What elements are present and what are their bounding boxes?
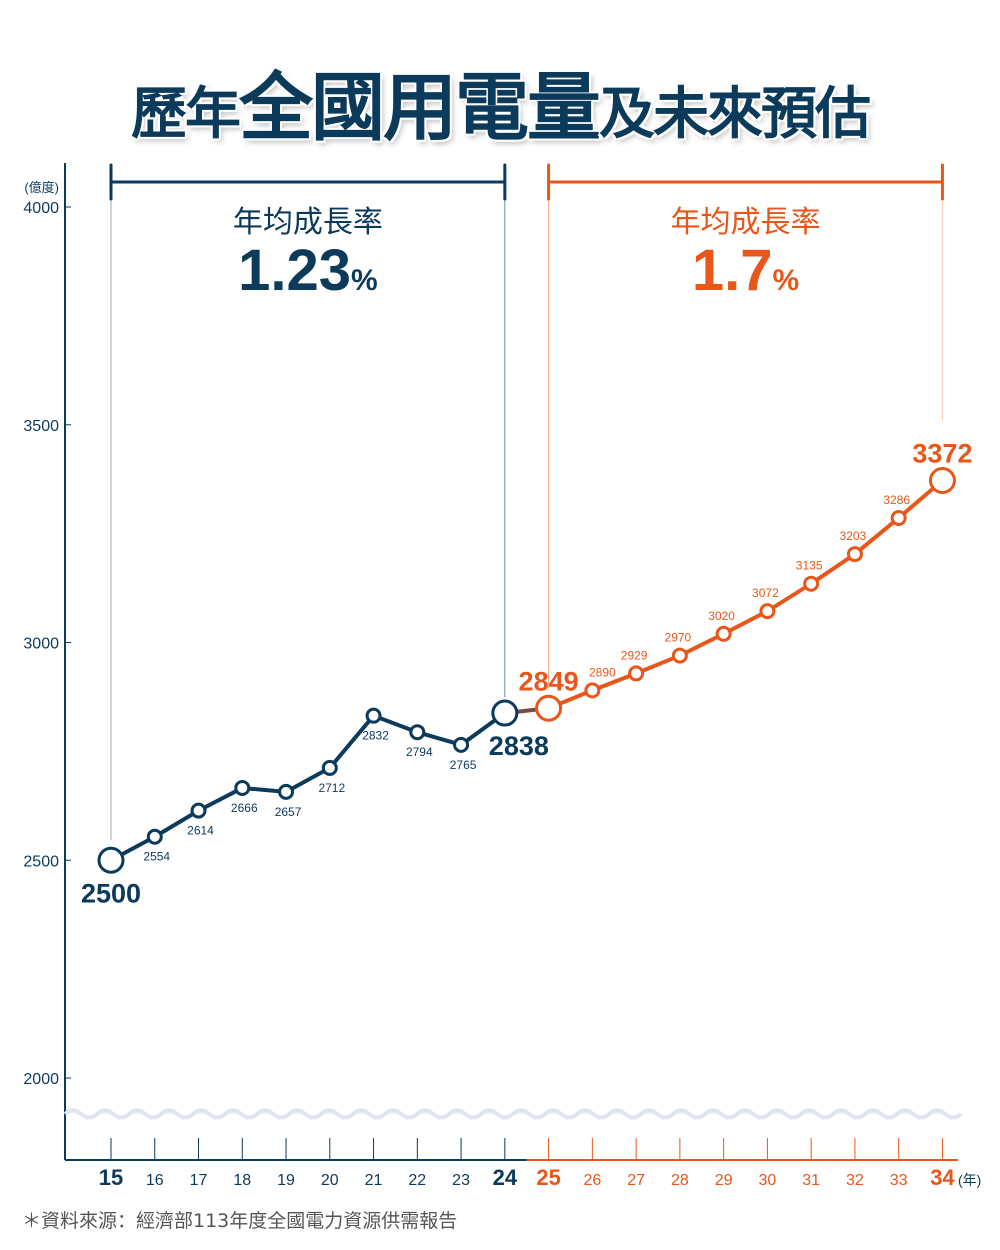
forecast-data-label: 3372: [912, 438, 972, 468]
forecast-rate-value: 1.7%: [692, 238, 799, 303]
historical-data-label: 2794: [406, 745, 433, 759]
historical-data-label: 2712: [318, 781, 345, 795]
historical-data-label: 2765: [450, 758, 477, 772]
forecast-data-label: 3020: [708, 609, 735, 623]
x-tick-label: 22: [408, 1172, 426, 1189]
forecast-data-label: 2890: [589, 665, 616, 679]
historical-data-label: 2554: [143, 850, 170, 864]
forecast-point: [759, 603, 776, 620]
y-tick-label: 2500: [23, 853, 59, 870]
historical-point: [409, 724, 426, 741]
historical-point: [365, 707, 382, 724]
historical-data-label: 2838: [489, 731, 549, 761]
y-axis-unit: (億度): [24, 180, 59, 195]
x-tick-label: 30: [759, 1172, 777, 1189]
historical-data-label: 2500: [81, 878, 141, 908]
historical-point: [190, 802, 207, 819]
y-tick-label: 4000: [23, 200, 59, 217]
historical-point: [234, 779, 251, 796]
forecast-data-label: 2970: [665, 631, 692, 645]
x-tick-label: 24: [493, 1165, 518, 1190]
historical-point: [146, 828, 163, 845]
x-tick-label: 27: [627, 1172, 645, 1189]
x-tick-label: 29: [715, 1172, 733, 1189]
x-tick-label: 15: [99, 1165, 123, 1190]
forecast-data-label: 3203: [840, 529, 867, 543]
x-tick-label: 34: [930, 1165, 955, 1190]
x-tick-label: 25: [536, 1165, 560, 1190]
y-tick-label: 2000: [23, 1071, 59, 1088]
source-note: ＊資料來源：經濟部113年度全國電力資源供需報告: [22, 1210, 458, 1232]
x-tick-label: 16: [146, 1172, 164, 1189]
axis-break-wave: [63, 1108, 963, 1120]
forecast-data-label: 3135: [796, 559, 823, 573]
x-tick-label: 18: [233, 1172, 251, 1189]
forecast-rate-label: 年均成長率: [671, 205, 821, 240]
forecast-point: [890, 509, 907, 526]
historical-point: [97, 846, 125, 874]
historical-data-label: 2614: [187, 824, 214, 838]
title-part-3: 及未來預估: [599, 82, 871, 147]
forecast-data-label: 2849: [519, 666, 579, 696]
x-tick-label: 17: [190, 1172, 208, 1189]
x-tick-label: 31: [802, 1172, 820, 1189]
forecast-point: [628, 665, 645, 682]
forecast-point: [584, 682, 601, 699]
x-tick-label: 23: [452, 1172, 470, 1189]
y-tick-label: 3500: [23, 418, 59, 435]
title-part-2: 全國用電量: [239, 65, 601, 151]
forecast-line: [547, 478, 944, 711]
x-tick-label: 28: [671, 1172, 689, 1189]
chart-title: 歷年全國用電量及未來預估: [0, 48, 1000, 155]
x-tick-label: 19: [277, 1172, 295, 1189]
forecast-point: [535, 694, 563, 722]
forecast-point: [846, 546, 863, 563]
historical-point: [278, 783, 295, 800]
historical-point: [453, 736, 470, 753]
historical-data-label: 2832: [362, 729, 389, 743]
x-tick-label: 33: [890, 1172, 908, 1189]
x-tick-label: 32: [846, 1172, 864, 1189]
forecast-point: [715, 625, 732, 642]
historical-line: [110, 711, 507, 863]
x-tick-label: 20: [321, 1172, 339, 1189]
forecast-point: [928, 466, 956, 494]
y-tick-label: 3000: [23, 636, 59, 653]
forecast-data-label: 3286: [883, 493, 910, 507]
historical-rate-label: 年均成長率: [233, 205, 383, 240]
x-tick-label: 26: [583, 1172, 601, 1189]
historical-data-label: 2666: [231, 801, 258, 815]
title-part-1: 歷年: [131, 82, 241, 147]
historical-rate-value: 1.23%: [238, 238, 378, 303]
forecast-data-label: 3072: [752, 586, 779, 600]
forecast-point: [671, 647, 688, 664]
x-axis-unit: (年): [958, 1172, 981, 1188]
x-tick-label: 21: [365, 1172, 383, 1189]
historical-point: [491, 699, 519, 727]
forecast-data-label: 2929: [621, 648, 648, 662]
historical-point: [321, 759, 338, 776]
historical-data-label: 2657: [275, 805, 302, 819]
forecast-point: [803, 575, 820, 592]
